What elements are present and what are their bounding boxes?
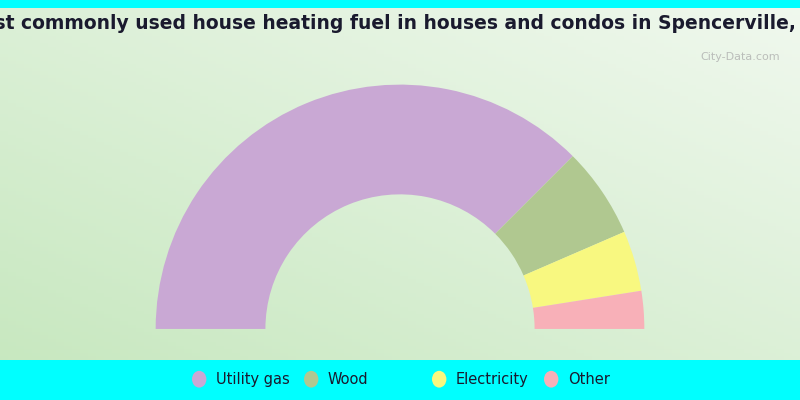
- Text: City-Data.com: City-Data.com: [700, 52, 780, 62]
- Ellipse shape: [304, 371, 318, 388]
- Text: Other: Other: [568, 372, 610, 387]
- Ellipse shape: [192, 371, 206, 388]
- Ellipse shape: [432, 371, 446, 388]
- Ellipse shape: [544, 371, 558, 388]
- Wedge shape: [533, 291, 644, 329]
- Text: Electricity: Electricity: [456, 372, 529, 387]
- Wedge shape: [495, 156, 624, 276]
- Wedge shape: [523, 232, 642, 308]
- Text: Utility gas: Utility gas: [216, 372, 290, 387]
- Wedge shape: [156, 85, 573, 329]
- Text: Most commonly used house heating fuel in houses and condos in Spencerville, NM: Most commonly used house heating fuel in…: [0, 14, 800, 33]
- Text: Wood: Wood: [328, 372, 369, 387]
